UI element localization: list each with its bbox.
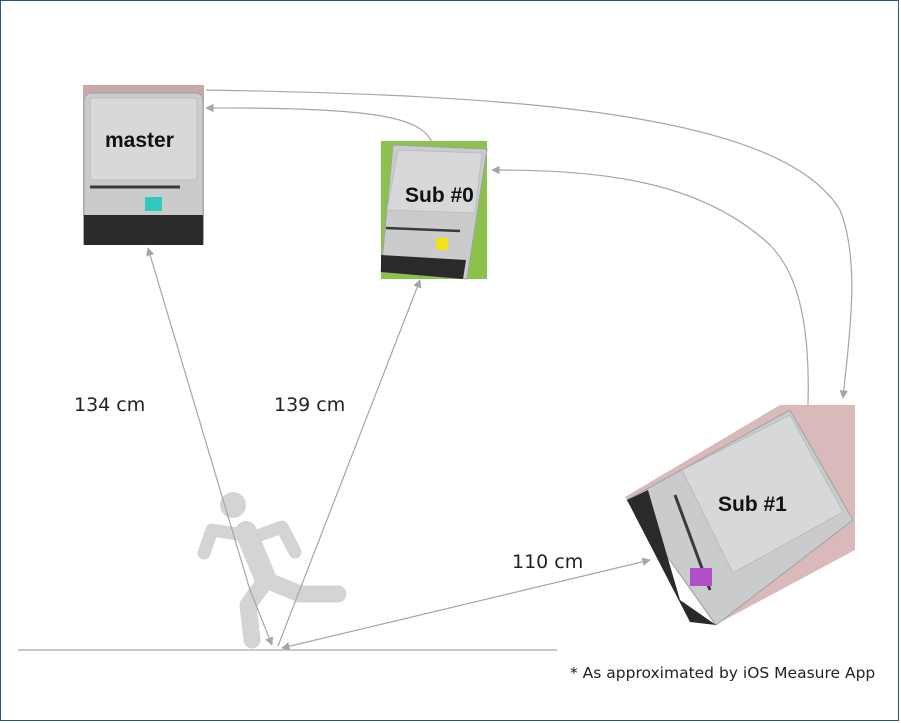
sub1-sticker — [690, 568, 712, 586]
arrow-sub1-to-sub0 — [491, 165, 809, 406]
sub1-device — [625, 405, 855, 626]
master-device — [83, 85, 204, 245]
sub0-label: Sub #0 — [405, 184, 474, 207]
sub0-sticker — [436, 238, 448, 250]
running-person-icon — [197, 492, 347, 649]
master-sticker — [145, 197, 162, 211]
distance-sub0-label: 139 cm — [274, 394, 346, 416]
arrow-person-to-master — [146, 247, 251, 591]
footnote: * As approximated by iOS Measure App — [570, 664, 876, 682]
master-label: master — [105, 129, 174, 152]
arrow-person-to-sub1 — [281, 557, 651, 651]
sub0-device — [380, 141, 488, 280]
arrow-person-to-sub0 — [277, 279, 422, 647]
arrow-master-to-sub1 — [205, 89, 853, 399]
distance-master-label: 134 cm — [74, 394, 146, 416]
distance-sub1-label: 110 cm — [512, 551, 584, 573]
arrow-sub0-to-master — [205, 103, 433, 143]
sub1-label: Sub #1 — [718, 493, 787, 516]
arrow-master-line-base — [249, 589, 274, 646]
